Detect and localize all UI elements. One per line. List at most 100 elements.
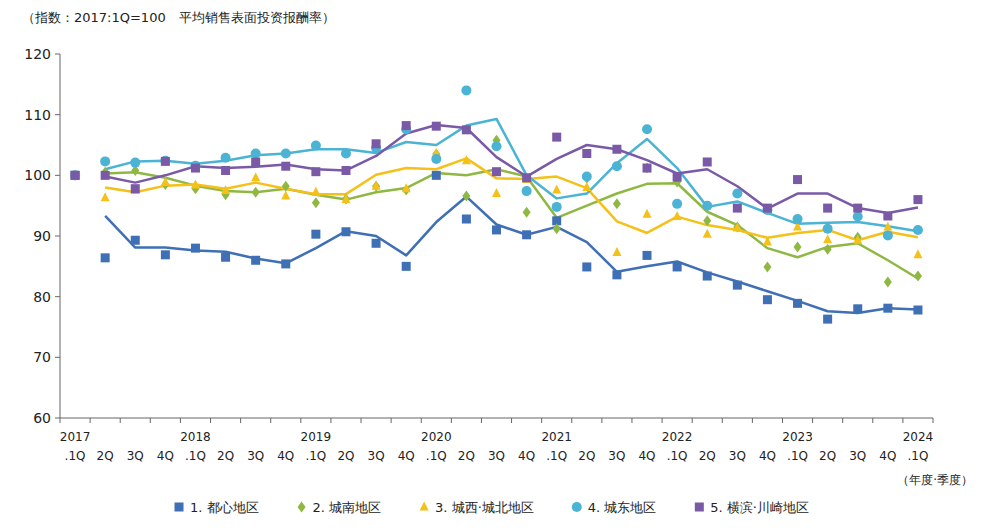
legend-label: 3. 城西·城北地区: [435, 500, 534, 515]
data-point: [100, 156, 110, 166]
x-tick-label: 2Q: [578, 449, 595, 463]
x-tick: [571, 418, 572, 423]
x-tick-label: 3Q: [127, 449, 144, 463]
data-point: [71, 170, 79, 181]
x-tick-label: 2018.1Q: [180, 430, 211, 463]
legend-item: 4. 城东地区: [572, 500, 657, 515]
x-tick-label: 2023.1Q: [782, 430, 813, 463]
x-tick-label: 2Q: [458, 449, 475, 463]
x-tick-label: 2022.1Q: [662, 430, 693, 463]
data-point: [131, 185, 140, 194]
x-tick-label: 2Q: [217, 449, 234, 463]
x-tick: [240, 418, 241, 423]
x-tick-label: 3Q: [608, 449, 625, 463]
x-tick: [752, 418, 753, 423]
chart: （指数：2017:1Q=100 平均销售表面投资报酬率）607080901001…: [0, 0, 983, 529]
data-point: [884, 277, 892, 288]
data-point: [101, 192, 110, 201]
data-point: [341, 227, 350, 236]
y-tick: [55, 175, 60, 176]
x-tick: [391, 418, 392, 423]
data-point: [221, 153, 231, 163]
data-point: [883, 221, 892, 230]
data-point: [341, 194, 350, 203]
data-point: [131, 184, 140, 193]
data-point: [703, 272, 712, 281]
data-point: [913, 306, 922, 315]
data-point: [612, 145, 621, 154]
data-point: [281, 162, 290, 171]
data-point: [643, 164, 652, 173]
data-point: [703, 229, 712, 238]
data-point: [251, 148, 261, 158]
legend-item: 1. 都心地区: [175, 500, 259, 515]
legend-label: 1. 都心地区: [190, 500, 259, 515]
x-tick-label: 2017.1Q: [60, 430, 91, 463]
data-point: [582, 149, 591, 158]
x-tick: [601, 418, 602, 423]
data-point: [101, 171, 110, 180]
x-tick-label: 2Q: [699, 449, 716, 463]
data-point: [732, 189, 742, 199]
data-point: [462, 155, 471, 164]
data-point: [372, 139, 381, 148]
data-point: [432, 171, 441, 180]
data-point: [793, 214, 803, 224]
x-tick: [782, 418, 783, 423]
data-point: [702, 201, 712, 211]
x-tick: [210, 418, 211, 423]
data-point: [221, 166, 230, 175]
data-point: [522, 174, 531, 183]
trend-line: [105, 197, 918, 313]
data-point: [643, 251, 652, 260]
trend-line: [105, 125, 918, 213]
data-point: [311, 230, 320, 239]
data-point: [672, 199, 682, 209]
x-tick-label: 2024.1Q: [903, 430, 934, 463]
x-tick: [150, 418, 151, 423]
x-tick-label: 3Q: [368, 449, 385, 463]
x-tick: [421, 418, 422, 423]
x-tick: [692, 418, 693, 423]
data-point: [703, 157, 712, 166]
data-point: [883, 230, 893, 240]
x-tick-label: 4Q: [879, 449, 896, 463]
data-point: [341, 148, 351, 158]
x-tick: [541, 418, 542, 423]
data-point: [71, 171, 80, 180]
data-point: [823, 234, 832, 243]
y-tick-label: 80: [33, 289, 51, 305]
data-point: [402, 183, 411, 192]
data-point: [673, 211, 682, 220]
data-point: [281, 148, 291, 158]
data-point: [191, 244, 200, 253]
x-tick: [451, 418, 452, 423]
data-point: [552, 202, 562, 212]
x-axis-label: （年度·季度）: [897, 473, 973, 487]
data-point: [703, 215, 711, 226]
legend: 1. 都心地区2. 城南地区3. 城西·城北地区4. 城东地区5. 横滨·川崎地…: [175, 500, 809, 515]
legend-marker: [420, 502, 429, 511]
data-point: [853, 204, 862, 213]
data-point: [461, 85, 471, 95]
data-point: [914, 271, 922, 282]
x-tick-label: 3Q: [729, 449, 746, 463]
x-axis: [60, 418, 933, 419]
data-point: [341, 166, 350, 175]
data-point: [853, 212, 863, 222]
x-tick-label: 2020.1Q: [421, 430, 452, 463]
data-point: [793, 299, 802, 308]
data-point: [161, 157, 170, 166]
data-point: [281, 190, 290, 199]
x-tick: [511, 418, 512, 423]
data-point: [281, 259, 290, 268]
data-point: [160, 156, 170, 166]
y-axis-label: （指数：2017:1Q=100 平均销售表面投资报酬率）: [22, 10, 335, 25]
data-point: [372, 239, 381, 248]
data-point: [853, 235, 862, 244]
y-tick-label: 120: [24, 46, 51, 62]
data-point: [221, 185, 230, 194]
data-point: [913, 249, 922, 258]
x-tick: [842, 418, 843, 423]
plot-area: [70, 85, 923, 323]
